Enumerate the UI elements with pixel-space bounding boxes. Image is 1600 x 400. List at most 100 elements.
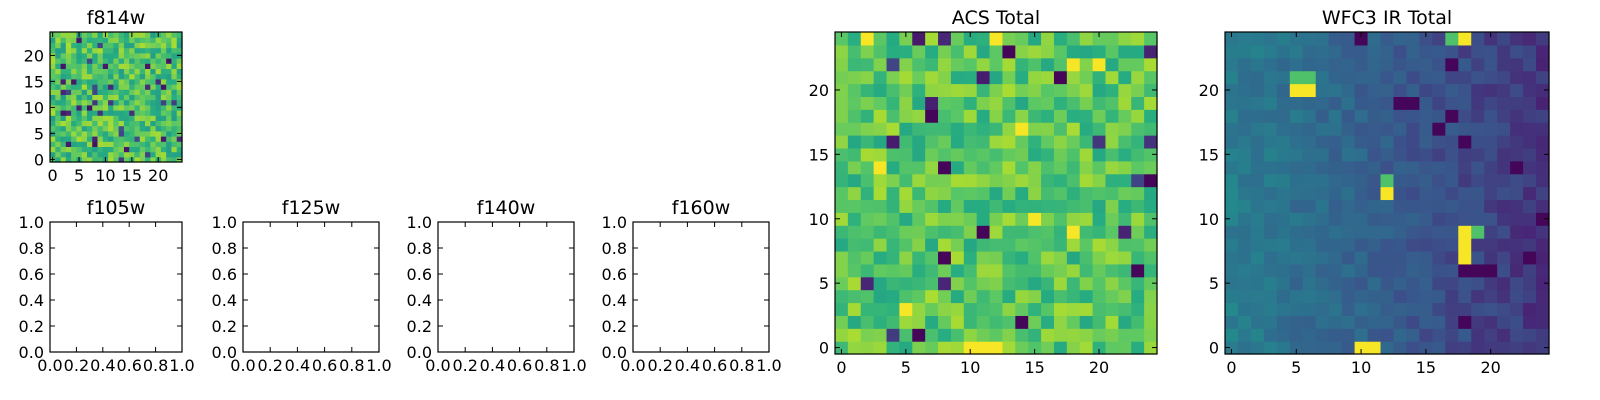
wfc3-ir-total-pixel	[1406, 83, 1420, 97]
f814w-pixel	[160, 151, 167, 158]
f814w-pixel	[50, 42, 56, 49]
acs-total-pixel	[963, 263, 978, 278]
f814w-pixel	[139, 130, 146, 137]
wfc3-ir-total-pixel	[1328, 199, 1343, 213]
f814w-pixel	[86, 151, 93, 158]
f814w-pixel	[123, 120, 130, 127]
f140w-frame	[437, 221, 575, 353]
acs-total-pixel	[1118, 186, 1132, 201]
acs-total-pixel	[899, 83, 913, 97]
wfc3-ir-total-pixel	[1276, 83, 1291, 97]
acs-total-pixel	[989, 109, 1004, 123]
wfc3-ir-total-pixel	[1393, 70, 1408, 85]
acs-total-pixel	[899, 225, 913, 239]
wfc3-ir-total-pixel	[1250, 135, 1265, 149]
wfc3-ir-total-pixel	[1419, 250, 1433, 265]
wfc3-ir-total-pixel	[1341, 96, 1356, 110]
wfc3-ir-total-pixel	[1289, 341, 1304, 355]
acs-total-pixel	[1028, 44, 1042, 59]
wfc3-ir-total-pixel	[1276, 57, 1291, 72]
wfc3-ir-total-pixel	[1225, 83, 1239, 97]
f814w-pixel	[92, 115, 99, 121]
wfc3-ir-total-pixel	[1367, 238, 1382, 252]
wfc3-ir-total-pixel	[1536, 263, 1550, 278]
wfc3-ir-total-pixel	[1302, 341, 1317, 355]
acs-total-pixel	[938, 32, 952, 46]
wfc3-ir-total-pixel	[1458, 225, 1472, 239]
f814w-pixel	[150, 63, 157, 69]
acs-total-pixel	[1131, 147, 1145, 162]
wfc3-ir-total-pixel	[1341, 44, 1356, 59]
f125w-ytick-label: 0.0	[212, 343, 237, 362]
wfc3-ir-total-pixel	[1328, 289, 1343, 304]
f814w-pixel	[145, 63, 151, 69]
acs-total-pixel	[976, 225, 991, 239]
acs-total-pixel	[938, 199, 952, 213]
acs-total-pixel	[1002, 147, 1016, 162]
wfc3-ir-total-pixel	[1276, 109, 1291, 123]
acs-total-pixel	[1015, 44, 1029, 59]
f814w-pixel	[139, 110, 146, 116]
wfc3-ir-total-pixel	[1315, 135, 1330, 149]
acs-total-pixel	[1092, 315, 1107, 329]
f814w-pixel	[81, 99, 88, 106]
f140w-xtick-label: 0.6	[507, 356, 532, 375]
acs-total-pixel	[976, 32, 991, 46]
wfc3-ir-total-pixel	[1510, 83, 1524, 97]
wfc3-ir-total-pixel	[1237, 147, 1252, 162]
acs-total-pixel	[1015, 57, 1029, 72]
acs-total-pixel	[1015, 289, 1029, 304]
wfc3-ir-total-pixel	[1523, 122, 1537, 136]
acs-total-pixel	[1105, 96, 1119, 110]
acs-total-pixel	[912, 135, 926, 149]
wfc3-ir-total-pixel	[1432, 315, 1446, 329]
f125w-ytick-label: 0.6	[212, 265, 237, 284]
wfc3-ir-total-pixel	[1471, 160, 1485, 175]
f814w-pixel	[81, 89, 88, 95]
acs-total-pixel	[1092, 250, 1107, 265]
acs-total-pixel	[1041, 57, 1055, 72]
wfc3-ir-total-pixel	[1237, 173, 1252, 188]
acs-total-pixel	[886, 250, 900, 265]
wfc3-ir-total-pixel	[1302, 109, 1317, 123]
acs-total-pixel	[1079, 250, 1094, 265]
acs-total-pixel	[1131, 32, 1145, 46]
wfc3-ir-total-pixel	[1380, 160, 1395, 175]
acs-total-pixel	[1079, 57, 1094, 72]
wfc3-ir-total-pixel	[1419, 315, 1433, 329]
acs-total-pixel	[1105, 341, 1119, 355]
wfc3-ir-total-pixel	[1380, 225, 1395, 239]
f814w-pixel	[97, 115, 104, 121]
wfc3-ir-total-pixel	[1263, 83, 1278, 97]
f814w-pixel	[155, 78, 162, 85]
wfc3-ir-total-pixel	[1289, 212, 1304, 226]
acs-total-pixel	[1131, 83, 1145, 97]
acs-total-pixel	[938, 122, 952, 136]
wfc3-ir-total-pixel	[1289, 328, 1304, 342]
f814w-pixel	[160, 110, 167, 116]
wfc3-ir-total-pixel	[1510, 212, 1524, 226]
acs-total-pixel	[912, 225, 926, 239]
wfc3-ir-total-pixel	[1341, 328, 1356, 342]
f814w-pixel	[65, 52, 72, 59]
wfc3-ir-total-pixel	[1237, 83, 1252, 97]
f814w-pixel	[166, 125, 173, 132]
wfc3-ir-total-pixel	[1419, 135, 1433, 149]
wfc3-ir-total-pixel	[1536, 212, 1550, 226]
acs-total-pixel	[873, 44, 888, 59]
f814w-pixel	[97, 32, 104, 38]
wfc3-ir-total-pixel	[1341, 186, 1356, 201]
acs-total-pixel	[1041, 341, 1055, 355]
f814w-pixel	[176, 84, 183, 90]
wfc3-ir-total-pixel	[1406, 32, 1420, 46]
acs-total-pixel	[950, 135, 965, 149]
f814w-xtick-label: 20	[148, 166, 168, 185]
f814w-pixel	[71, 146, 77, 153]
acs-total-pixel	[989, 147, 1004, 162]
wfc3-ir-total-pixel	[1380, 96, 1395, 110]
wfc3-ir-total-pixel	[1380, 135, 1395, 149]
acs-total-pixel	[1002, 32, 1016, 46]
f814w-pixel	[92, 151, 99, 158]
f814w-pixel	[176, 141, 183, 147]
